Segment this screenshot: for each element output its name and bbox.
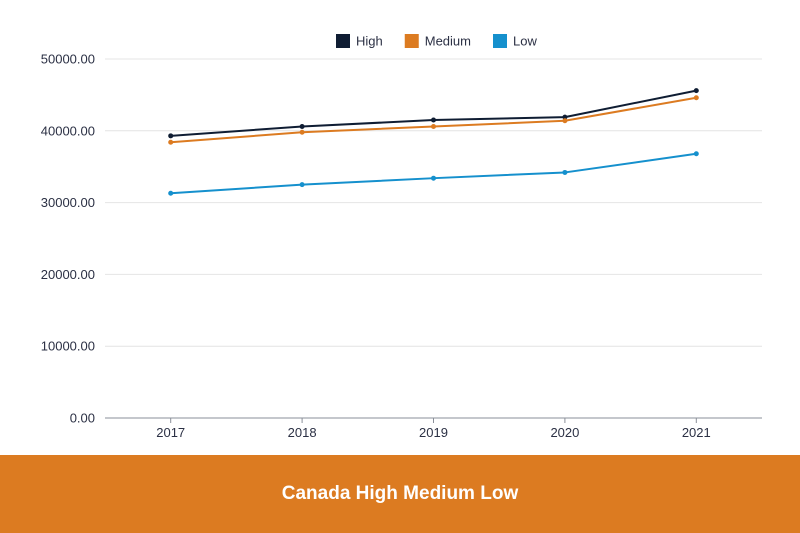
- chart-title: Canada High Medium Low: [281, 483, 519, 504]
- legend: High Medium Low: [336, 34, 537, 49]
- legend-label-medium[interactable]: Medium: [425, 34, 471, 49]
- legend-label-high[interactable]: High: [356, 34, 383, 49]
- data-point-low: [693, 151, 699, 157]
- series-lines: [168, 88, 699, 196]
- legend-swatch-high[interactable]: [336, 34, 350, 48]
- data-point-high: [299, 123, 305, 129]
- legend-label-low[interactable]: Low: [513, 34, 537, 49]
- data-point-low: [168, 190, 174, 196]
- data-point-high: [168, 133, 174, 139]
- footer-banner: Canada High Medium Low: [0, 455, 800, 533]
- data-point-low: [562, 169, 568, 175]
- series-line-high: [170, 89, 697, 137]
- y-tick-label: 20000.00: [41, 267, 95, 282]
- data-point-medium: [431, 123, 436, 129]
- data-point-high: [693, 88, 699, 94]
- x-tick-label: 2020: [550, 425, 579, 440]
- data-point-medium: [562, 118, 568, 124]
- data-point-high: [431, 117, 436, 123]
- data-point-high: [562, 114, 568, 120]
- axes: 0.00 10000.00 20000.00 30000.00 40000.00 5000…: [41, 52, 762, 440]
- y-tick-label: 0.00: [70, 411, 95, 426]
- data-point-low: [299, 182, 305, 188]
- x-tick-label: 2017: [156, 425, 185, 440]
- data-point-medium: [693, 95, 699, 101]
- y-tick-label: 10000.00: [41, 339, 95, 354]
- x-tick-label: 2021: [682, 425, 711, 440]
- x-tick-label: 2018: [288, 425, 317, 440]
- data-point-medium: [299, 129, 305, 135]
- legend-swatch-medium[interactable]: [404, 34, 419, 48]
- legend-swatch-low[interactable]: [493, 34, 507, 48]
- series-line-low: [170, 152, 697, 195]
- data-point-medium: [168, 139, 174, 145]
- line-chart: 0.00 10000.00 20000.00 30000.00 40000.00 5000…: [41, 34, 762, 440]
- y-tick-label: 30000.00: [41, 195, 95, 210]
- grid: [105, 58, 762, 347]
- y-tick-label: 40000.00: [41, 123, 95, 138]
- y-tick-label: 50000.00: [41, 52, 95, 67]
- x-tick-label: 2019: [419, 425, 448, 440]
- data-point-low: [431, 175, 436, 181]
